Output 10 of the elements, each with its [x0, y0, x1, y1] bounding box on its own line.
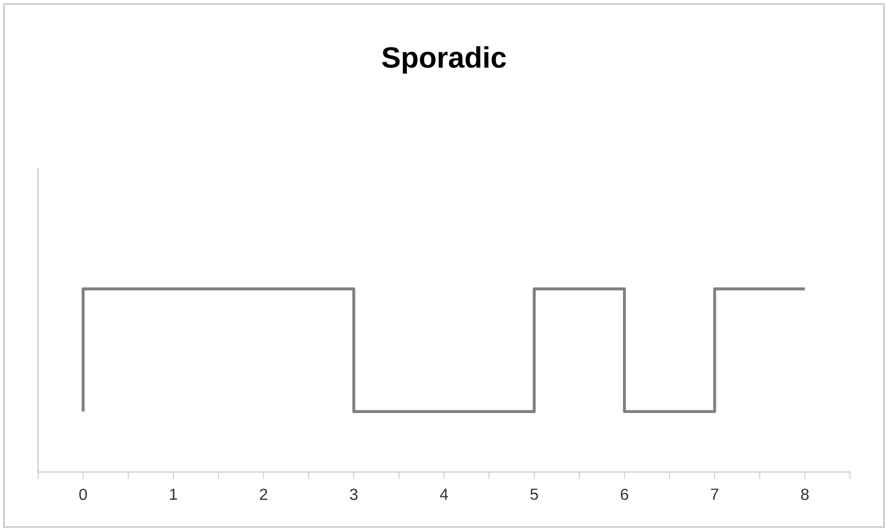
x-tick-label: 5	[530, 488, 538, 500]
x-tick-label: 8	[801, 488, 809, 500]
x-tick-label: 6	[620, 488, 628, 500]
chart-title: Sporadic	[382, 46, 506, 74]
x-tick-label: 0	[79, 488, 87, 500]
x-tick-label: 1	[170, 488, 178, 500]
x-tick-label: 7	[711, 488, 718, 500]
x-tick-label: 2	[260, 488, 268, 500]
x-tick-label: 4	[440, 488, 448, 500]
x-tick-label: 3	[350, 488, 358, 500]
